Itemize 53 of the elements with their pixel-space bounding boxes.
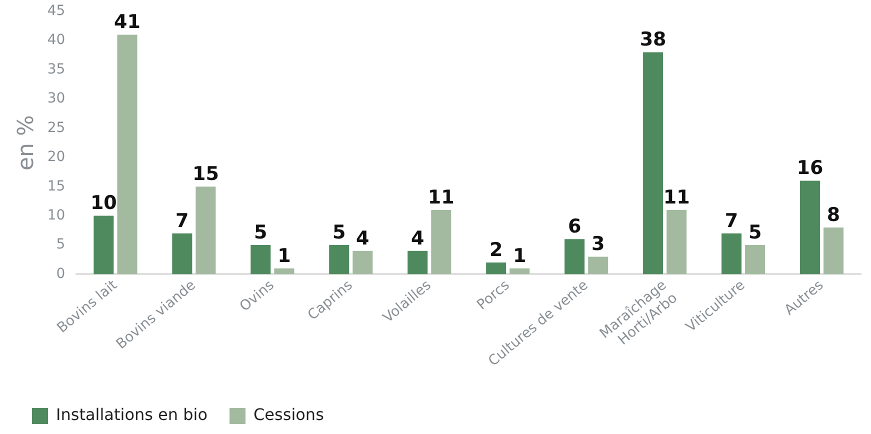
bar bbox=[824, 227, 844, 274]
data-label: 1 bbox=[278, 244, 291, 267]
y-axis-title: en % bbox=[14, 115, 39, 171]
bar bbox=[94, 216, 114, 274]
bar bbox=[643, 52, 664, 274]
data-label: 11 bbox=[663, 186, 690, 208]
data-label: 4 bbox=[356, 227, 370, 250]
data-label: 6 bbox=[568, 216, 582, 238]
bar bbox=[329, 245, 350, 274]
y-tick-label: 10 bbox=[47, 207, 66, 224]
y-tick-label: 30 bbox=[47, 90, 66, 107]
bar bbox=[408, 250, 428, 274]
bar bbox=[564, 239, 585, 274]
data-label: 5 bbox=[332, 221, 346, 244]
data-label: 10 bbox=[90, 192, 117, 214]
bar bbox=[666, 210, 687, 274]
y-tick-label: 40 bbox=[47, 32, 66, 48]
data-label: 38 bbox=[640, 28, 666, 51]
legend-label: Installations en bio bbox=[56, 405, 208, 424]
data-label: 5 bbox=[748, 221, 762, 244]
bar bbox=[800, 180, 820, 274]
data-label: 2 bbox=[489, 238, 503, 261]
bar bbox=[431, 210, 452, 274]
bar bbox=[250, 245, 271, 274]
data-label: 8 bbox=[826, 204, 840, 226]
data-label: 11 bbox=[428, 186, 454, 208]
bar bbox=[352, 250, 373, 274]
bar bbox=[196, 186, 216, 274]
data-label: 4 bbox=[410, 227, 424, 250]
bar bbox=[117, 34, 138, 274]
y-tick-label: 5 bbox=[56, 236, 66, 253]
y-tick-label: 45 bbox=[47, 3, 66, 20]
y-tick-label: 25 bbox=[47, 120, 66, 136]
y-tick-label: 0 bbox=[56, 266, 66, 282]
bar bbox=[588, 256, 608, 274]
legend-label: Cessions bbox=[254, 405, 324, 424]
data-label: 7 bbox=[176, 210, 189, 232]
data-label: 5 bbox=[254, 221, 268, 244]
y-tick-label: 35 bbox=[47, 61, 66, 78]
bar bbox=[722, 233, 742, 274]
data-label: 16 bbox=[796, 157, 824, 180]
data-label: 15 bbox=[192, 163, 219, 186]
bar bbox=[172, 233, 192, 274]
bar bbox=[510, 268, 530, 274]
bar bbox=[745, 245, 766, 274]
bar bbox=[486, 262, 506, 274]
y-tick-label: 20 bbox=[47, 149, 66, 166]
bar bbox=[274, 268, 294, 274]
data-label: 7 bbox=[724, 210, 738, 232]
data-label: 1 bbox=[513, 244, 526, 267]
data-label: 3 bbox=[591, 233, 605, 256]
y-tick-label: 15 bbox=[47, 178, 66, 194]
data-label: 41 bbox=[114, 11, 140, 34]
